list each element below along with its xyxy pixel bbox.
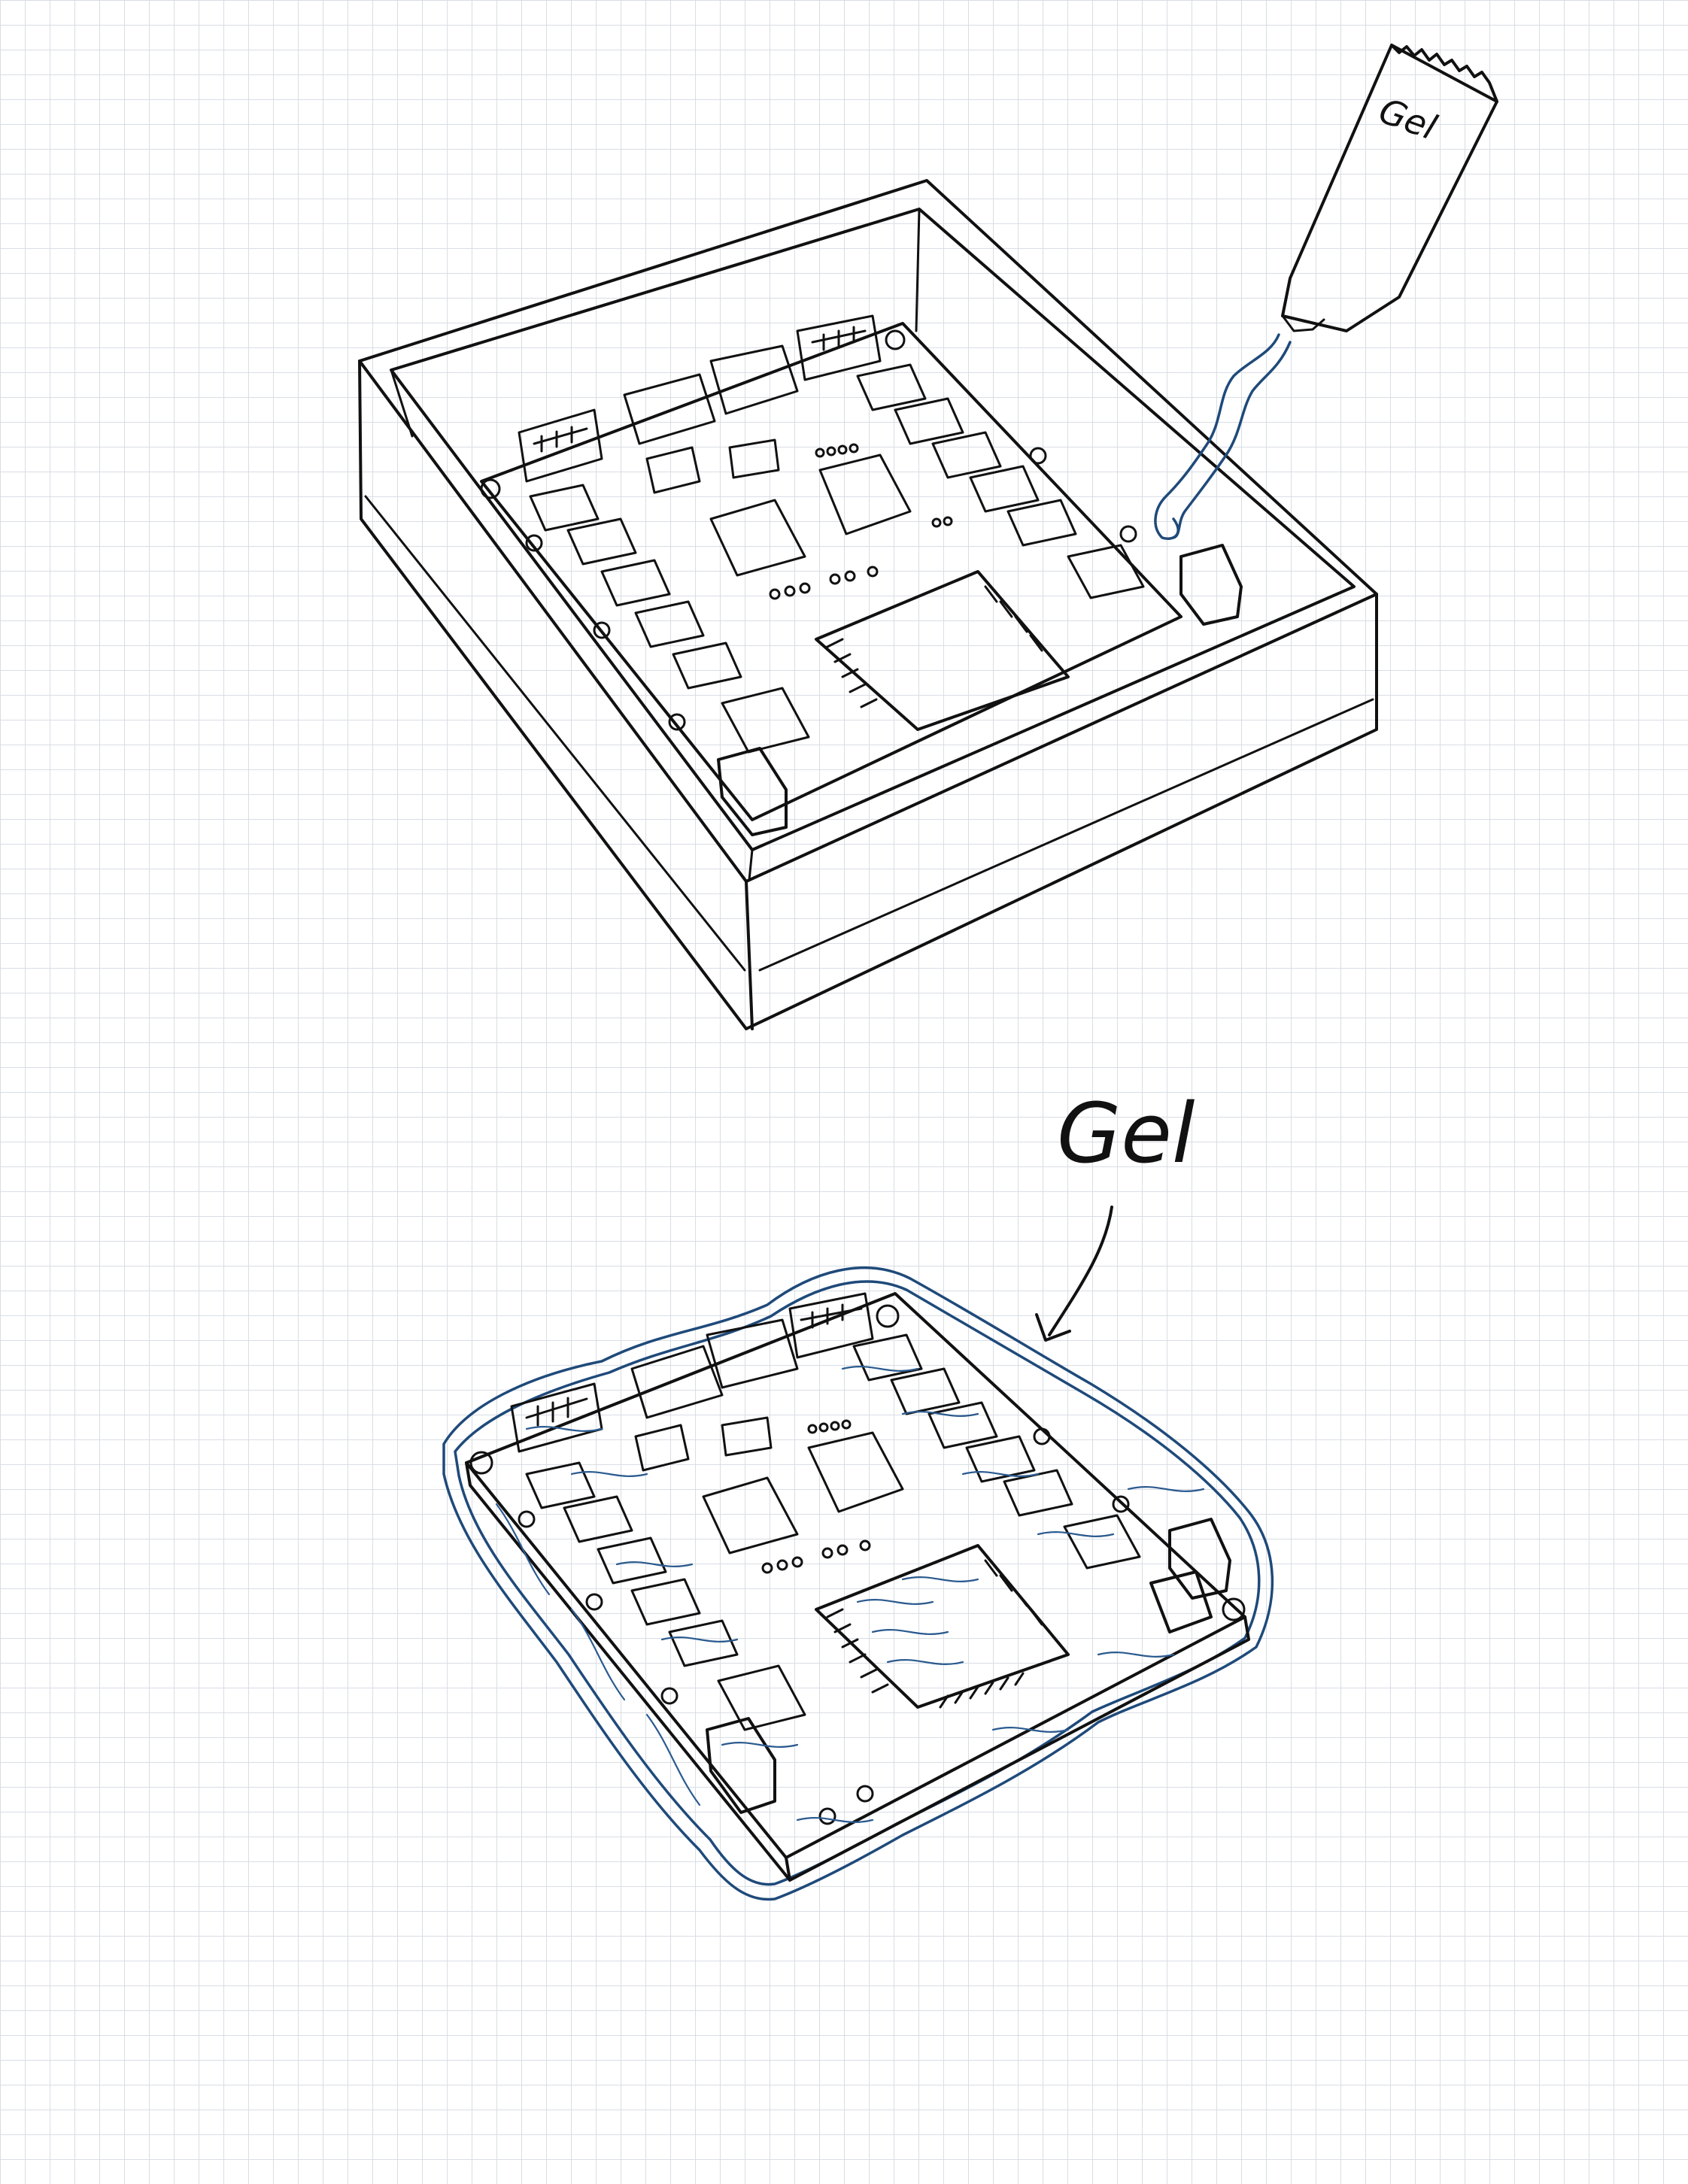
circuit-board-bottom (465, 1292, 1250, 1882)
gel-tube: Gel (1281, 44, 1498, 332)
circuit-board-top (480, 314, 1243, 836)
enclosure-box (358, 179, 1378, 1030)
gel-coated-board (442, 1266, 1274, 1901)
gel-arrow-label: Gel (1057, 1085, 1195, 1181)
gel-stream (1154, 333, 1292, 540)
gel-hatching (495, 1366, 1205, 1823)
arrow-icon (1035, 1206, 1113, 1342)
tube-label: Gel (1374, 90, 1442, 148)
